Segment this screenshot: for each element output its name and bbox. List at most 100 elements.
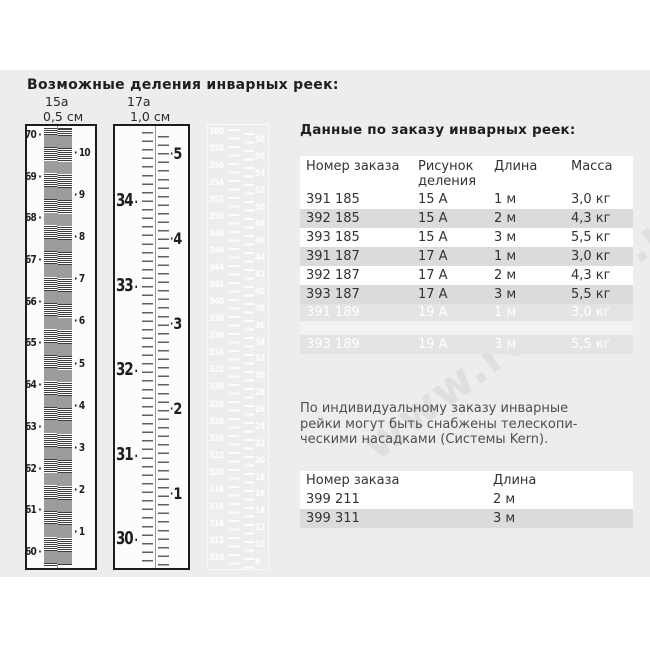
ruler-number-faded: 10 xyxy=(255,540,266,550)
ruler-number: 3 xyxy=(170,314,183,333)
ruler-number: 5 xyxy=(74,357,91,370)
ruler-17a-left-scale: 34 33 32 31 30 xyxy=(115,126,139,568)
ruler-number-faded: 328 xyxy=(209,399,224,410)
ruler-number-faded: 56 xyxy=(255,151,266,162)
ruler-ghost-left-scale: 360 358 356 354 352 350 348 346 344 342 340 338 336 3… xyxy=(208,125,227,569)
ruler-number: 67 xyxy=(25,253,41,266)
ruler-number: 1 xyxy=(170,484,183,503)
ruler-number: 31 xyxy=(116,444,134,465)
ruler-number: 60 xyxy=(25,545,41,558)
table-cell: 3 м xyxy=(494,230,517,245)
ruler-number-faded: 338 xyxy=(209,314,224,325)
ruler-number-faded: 30 xyxy=(255,371,266,382)
table-cell: 393 187 xyxy=(306,287,360,302)
ruler-number-faded: 342 xyxy=(209,280,224,291)
ruler-ghost-tick-band-2 xyxy=(242,125,256,569)
ruler-number: 63 xyxy=(25,420,41,433)
table-cell: 15 А xyxy=(418,192,448,207)
ruler-ghost-right-scale: 58 56 54 52 50 48 46 44 42 40 38 36 34 32 30 28 26 24 22 20… xyxy=(255,125,268,569)
table-row: 393 185 15 А 3 м 5,5 кг xyxy=(300,228,633,247)
ruler-number-faded: 360 xyxy=(209,127,224,137)
ruler-number: 3 xyxy=(74,441,91,454)
ruler-number: 7 xyxy=(74,272,91,285)
table-cell xyxy=(300,321,412,335)
ruler-number-faded: 42 xyxy=(255,270,266,280)
table-cell: 2 м xyxy=(494,268,517,283)
table-cell: 17 А xyxy=(418,249,448,264)
ruler-number: 33 xyxy=(116,275,134,296)
ruler-number-faded: 340 xyxy=(209,297,224,308)
ruler-number-faded: 38 xyxy=(255,303,266,314)
ruler-17a-right-scale: 5 4 3 2 1 xyxy=(170,126,186,568)
telescopic-attachments-table: Номер заказа Длина 399 211 2 м 399 311 3 м xyxy=(300,471,633,528)
table-row: 399 311 3 м xyxy=(300,509,633,528)
table-cell: 1 м xyxy=(494,305,517,320)
ruler-15a-graphic: 7069686766656463626160 10987654321 xyxy=(25,124,97,570)
table-cell: 1 м xyxy=(494,192,517,207)
table-row: 392 187 17 А 2 м 4,3 кг xyxy=(300,266,633,285)
table-cell: Номер заказа xyxy=(306,473,400,488)
ruler-17a-graphic: 3433323130 54321 xyxy=(113,124,190,570)
table-cell: 399 311 xyxy=(306,511,360,526)
table-cell: 4,3 кг xyxy=(571,211,611,226)
table-cell: 5,5 кг xyxy=(571,337,611,352)
ruler-number-faded: 356 xyxy=(209,161,224,172)
ruler-number-faded: 46 xyxy=(255,236,266,247)
table-cell xyxy=(488,321,565,335)
table-cell: 393 185 xyxy=(306,230,360,245)
ruler-number-faded: 12 xyxy=(255,523,266,534)
table-cell: 19 А xyxy=(418,305,448,320)
table-cell: 391 189 xyxy=(306,305,360,320)
table-row: 399 211 2 м xyxy=(300,490,633,509)
ruler-number-faded: 14 xyxy=(255,506,266,517)
ruler-number: 4 xyxy=(74,399,91,412)
ruler-number-faded: 8 xyxy=(255,556,261,567)
ruler-number: 32 xyxy=(116,359,134,380)
order-section-title: Данные по заказу инварных реек: xyxy=(300,122,576,138)
ruler-number-faded: 326 xyxy=(209,416,224,427)
table-cell: 3 м xyxy=(494,337,517,352)
table-cell: 17 А xyxy=(418,268,448,283)
table-cell: 15 А xyxy=(418,230,448,245)
ruler-number: 2 xyxy=(74,483,91,496)
order-table: Номер заказа Рисунок деления Длина Масса 391… xyxy=(300,156,633,354)
ruler-number-faded: 320 xyxy=(209,467,224,478)
ruler-number-faded: 40 xyxy=(255,286,266,297)
ruler-17a-label: 17а xyxy=(127,94,151,109)
ruler-number: 6 xyxy=(74,314,91,327)
ruler-number-faded: 314 xyxy=(209,518,224,529)
ruler-number-faded: 22 xyxy=(255,438,266,449)
ruler-number-faded: 28 xyxy=(255,388,266,399)
ruler-number: 4 xyxy=(170,229,183,248)
table-cell: 4,3 кг xyxy=(571,268,611,283)
table-cell: 19 А xyxy=(418,337,448,352)
ruler-number-faded: 16 xyxy=(255,489,266,500)
ruler-number: 34 xyxy=(116,190,134,211)
table-cell: 3 м xyxy=(494,287,517,302)
ruler-number-faded: 330 xyxy=(209,382,224,393)
table-ghost-row: 391 189 19 А 1 м 3,0 кг xyxy=(300,304,633,321)
ruler-number: 70 xyxy=(25,128,41,141)
ruler-number-faded: 316 xyxy=(209,501,224,512)
table-cell: Рисунок деления xyxy=(418,159,477,189)
ruler-number: 69 xyxy=(25,170,41,183)
ruler-number: 62 xyxy=(25,462,41,475)
table-cell: 1 м xyxy=(494,249,517,264)
table-cell: 399 211 xyxy=(306,492,360,507)
ruler-number-faded: 310 xyxy=(209,552,224,563)
ruler-number-faded: 20 xyxy=(255,455,266,466)
ruler-number-faded: 336 xyxy=(209,331,224,342)
table-cell: 2 м xyxy=(494,211,517,226)
table-cell: 17 А xyxy=(418,287,448,302)
table-row: 393 187 17 А 3 м 5,5 кг xyxy=(300,285,633,304)
table-cell: 3,0 кг xyxy=(571,305,611,320)
table-cell: Длина xyxy=(493,473,537,488)
ruler-number-faded: 324 xyxy=(209,433,224,444)
ruler-number-faded: 36 xyxy=(255,320,266,331)
ruler-number-faded: 54 xyxy=(255,168,266,179)
table-row: 392 185 15 А 2 м 4,3 кг xyxy=(300,209,633,228)
ruler-number-faded: 312 xyxy=(209,535,224,546)
table-cell: 3,0 кг xyxy=(571,249,611,264)
ruler-number-faded: 332 xyxy=(209,365,224,376)
